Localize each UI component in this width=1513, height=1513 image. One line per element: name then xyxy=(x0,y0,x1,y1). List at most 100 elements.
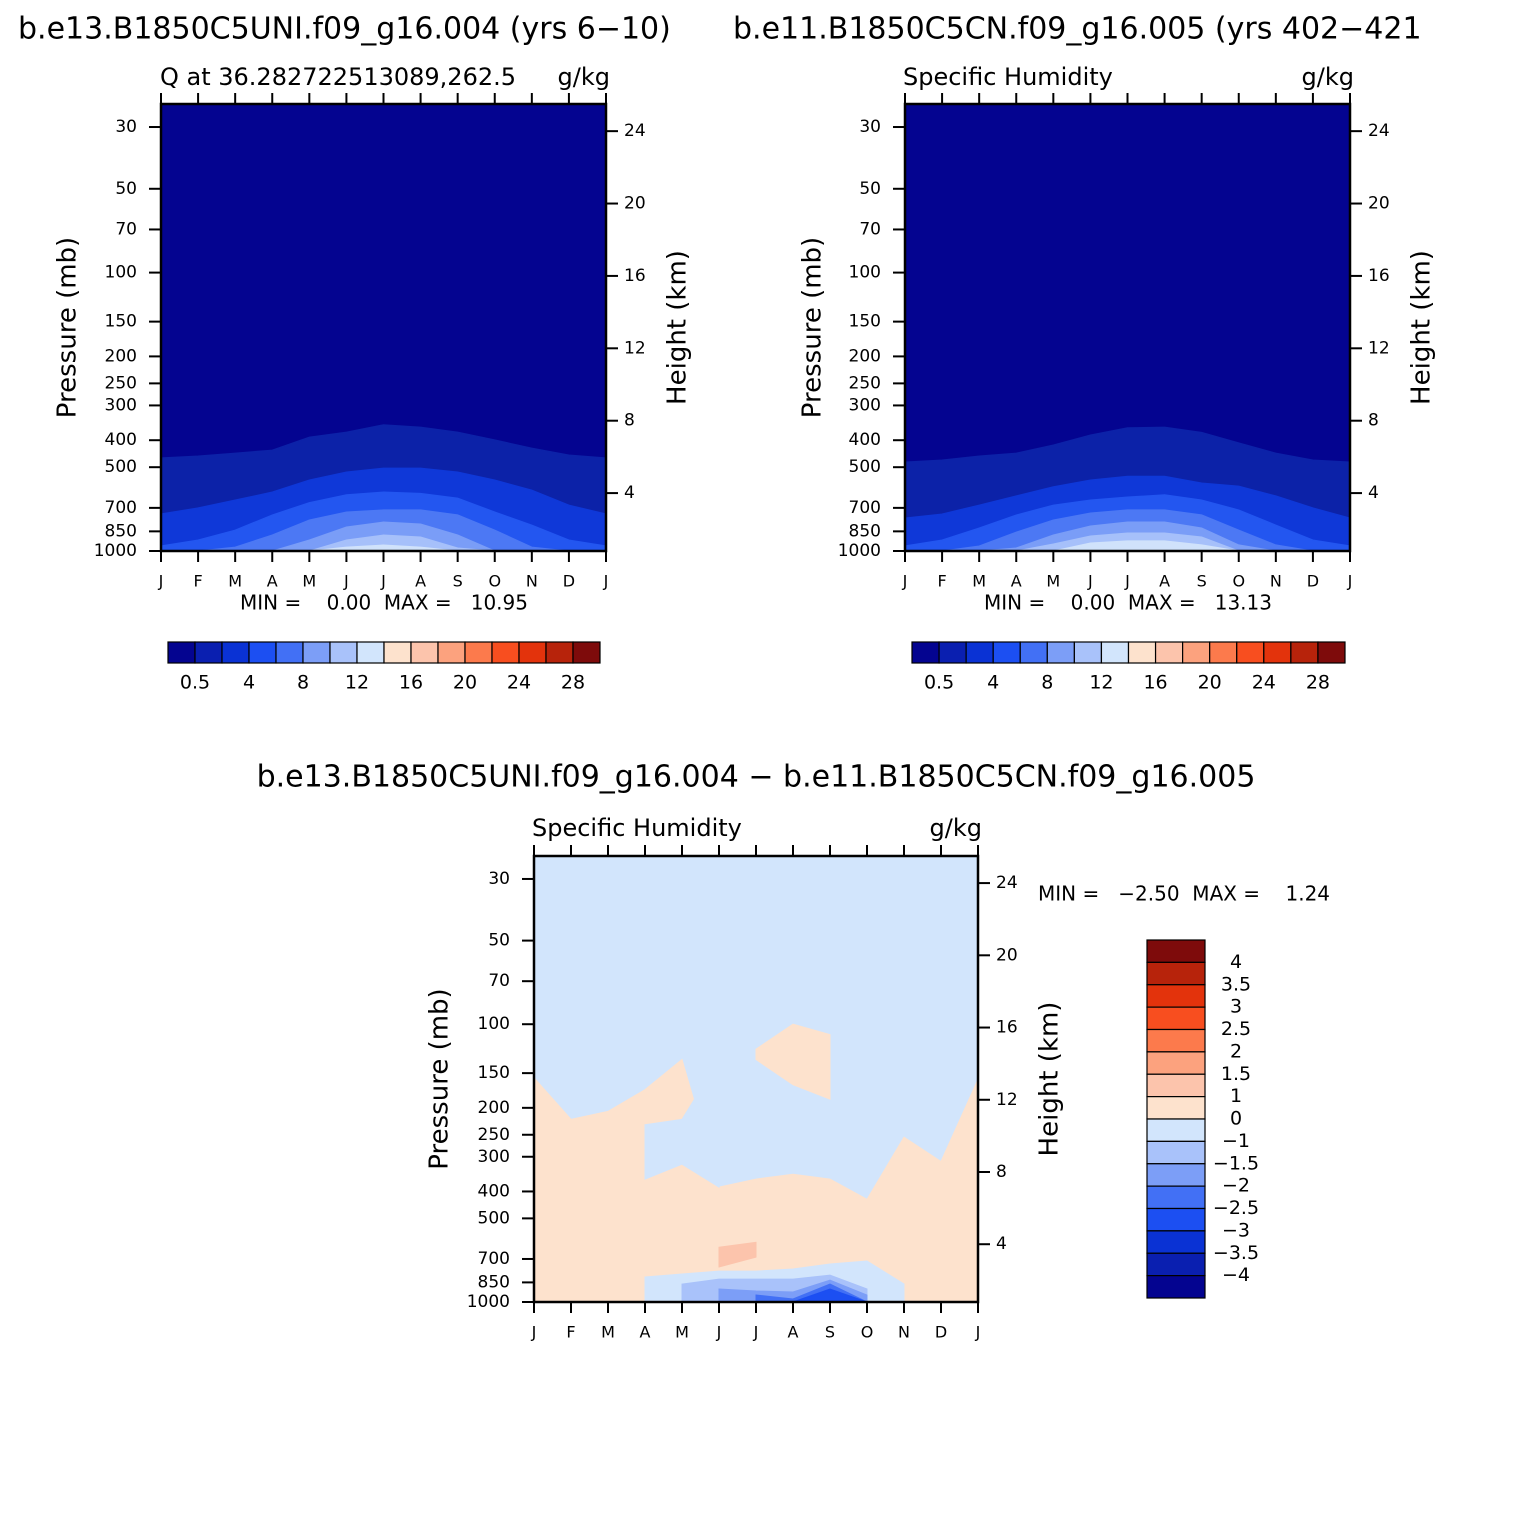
y-tick-label: 500 xyxy=(478,1208,510,1228)
colorbar-label: 0.5 xyxy=(180,672,210,694)
colorbar-label: 3 xyxy=(1230,996,1242,1018)
colorbar-label: 2 xyxy=(1230,1040,1242,1062)
colorbar-box xyxy=(167,641,196,664)
y-tick-label: 50 xyxy=(859,179,881,199)
x-tick-label: D xyxy=(563,572,575,591)
colorbar-box xyxy=(464,641,493,664)
x-tick-label: J xyxy=(1347,572,1353,591)
min-max: MIN = −2.50 MAX = 1.24 xyxy=(1038,882,1330,906)
colorbar-box xyxy=(221,641,250,664)
colorbar-box xyxy=(1263,641,1292,664)
y-tick-label: 100 xyxy=(849,263,881,283)
y2-axis-label: Height (km) xyxy=(1407,250,1437,405)
x-tick-label: J xyxy=(716,1323,722,1342)
colorbar-label: 2.5 xyxy=(1221,1018,1251,1040)
y2-tick-label: 20 xyxy=(624,194,646,214)
contour-fill xyxy=(905,540,1350,551)
panel-subtitle: Specific Humidity xyxy=(532,814,742,842)
x-tick-label: M xyxy=(601,1323,615,1342)
colorbar-label: 3.5 xyxy=(1221,973,1251,995)
y-tick-label: 300 xyxy=(478,1147,510,1167)
x-tick-label: M xyxy=(675,1323,689,1342)
colorbar-label: 24 xyxy=(507,672,531,694)
y2-tick-label: 4 xyxy=(1368,483,1379,503)
y2-tick-label: 12 xyxy=(624,338,646,358)
colorbar-box xyxy=(1146,1118,1206,1142)
colorbar-box xyxy=(1209,641,1238,664)
contour-fill xyxy=(755,1023,831,1100)
plot-area xyxy=(534,856,978,1302)
colorbar-box xyxy=(1146,1006,1206,1031)
units-label: g/kg xyxy=(1302,63,1354,91)
x-tick-label: O xyxy=(861,1323,874,1342)
colorbar-box xyxy=(1146,939,1206,963)
colorbar-box xyxy=(545,641,574,664)
colorbar-label: 1 xyxy=(1230,1085,1242,1107)
colorbar-box xyxy=(1127,641,1157,664)
colorbar-box xyxy=(1317,641,1346,664)
y2-tick-label: 8 xyxy=(624,411,635,431)
contour-fill xyxy=(644,1057,720,1189)
colorbar-box xyxy=(1146,1163,1206,1187)
y-tick-label: 1000 xyxy=(838,541,881,561)
y-tick-label: 700 xyxy=(105,498,137,518)
y-tick-label: 700 xyxy=(849,498,881,518)
colorbar-label: −4 xyxy=(1222,1264,1250,1286)
colorbar-box xyxy=(1146,961,1206,986)
colorbar-label: 28 xyxy=(561,672,585,694)
contour-fill xyxy=(718,1241,757,1268)
x-tick-label: J xyxy=(1087,572,1093,591)
colorbar-box xyxy=(1146,1275,1206,1299)
x-tick-label: S xyxy=(453,572,463,591)
colorbar-label: 12 xyxy=(345,672,369,694)
panel-subtitle: Specific Humidity xyxy=(903,63,1113,91)
x-tick-label: J xyxy=(380,572,386,591)
colorbar-label: 4 xyxy=(987,672,999,694)
colorbar-label: 16 xyxy=(399,672,423,694)
colorbar-box xyxy=(1146,1230,1206,1254)
x-tick-label: N xyxy=(898,1323,910,1342)
colorbar-label: 24 xyxy=(1252,672,1276,694)
colorbar-box xyxy=(1073,641,1103,664)
y-axis-label: Pressure (mb) xyxy=(798,237,828,418)
colorbar-box xyxy=(1290,641,1319,664)
units-label: g/kg xyxy=(930,814,982,842)
x-tick-label: M xyxy=(972,572,986,591)
x-tick-label: M xyxy=(302,572,316,591)
colorbar-box xyxy=(491,641,520,664)
x-tick-label: F xyxy=(566,1323,575,1342)
x-tick-label: J xyxy=(343,572,349,591)
colorbar-box xyxy=(329,641,358,664)
colorbar-box xyxy=(248,641,277,664)
colorbar-label: −1 xyxy=(1222,1130,1250,1152)
plot-area xyxy=(905,104,1350,551)
colorbar-box xyxy=(1146,1028,1206,1053)
y-tick-label: 850 xyxy=(105,521,137,541)
contour-fill xyxy=(161,534,606,551)
y-tick-label: 70 xyxy=(115,219,137,239)
colorbar-label: 8 xyxy=(1041,672,1053,694)
colorbar-box xyxy=(383,641,412,664)
y-tick-label: 250 xyxy=(849,373,881,393)
y-tick-label: 500 xyxy=(849,457,881,477)
y-tick-label: 1000 xyxy=(467,1292,510,1312)
colorbar-label: 20 xyxy=(1198,672,1222,694)
colorbar-label: 0.5 xyxy=(924,672,954,694)
y-tick-label: 200 xyxy=(105,346,137,366)
colorbar-box xyxy=(194,641,223,664)
colorbar-box xyxy=(356,641,385,664)
colorbar-box xyxy=(302,641,331,664)
y2-tick-label: 16 xyxy=(1368,266,1390,286)
panel-title: b.e11.B1850C5CN.f09_g16.005 (yrs 402−421 xyxy=(733,12,1422,47)
y-tick-label: 850 xyxy=(478,1272,510,1292)
y-tick-label: 400 xyxy=(478,1181,510,1201)
colorbar-box xyxy=(1146,1185,1206,1210)
y-tick-label: 200 xyxy=(849,346,881,366)
colorbar-box xyxy=(1146,1051,1206,1075)
panel-title: b.e13.B1850C5UNI.f09_g16.004 (yrs 6−10) xyxy=(18,12,671,47)
colorbar-label: 8 xyxy=(297,672,309,694)
x-tick-label: A xyxy=(640,1323,651,1342)
x-tick-label: J xyxy=(603,572,609,591)
y2-tick-label: 8 xyxy=(1368,411,1379,431)
